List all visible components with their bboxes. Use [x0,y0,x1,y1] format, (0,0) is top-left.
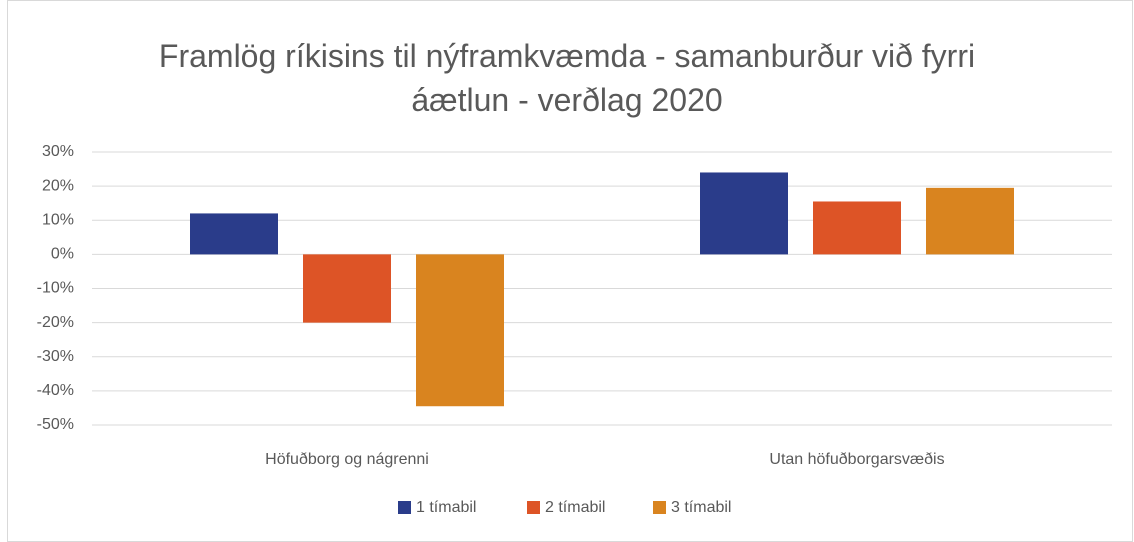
bar [813,201,901,255]
y-tick-label: -20% [37,314,74,331]
legend-swatch [527,501,540,514]
y-tick-label: 10% [42,211,74,228]
y-tick-label: -50% [37,416,74,433]
legend-swatch [653,501,666,514]
legend-label: 3 tímabil [671,499,731,516]
bar [416,254,504,407]
x-tick-label: Utan höfuðborgarsvæðis [769,451,944,468]
y-tick-label: -30% [37,348,74,365]
y-tick-label: 30% [42,143,74,160]
bar [926,187,1014,255]
y-tick-label: -40% [37,382,74,399]
bar [190,213,278,255]
x-tick-label: Höfuðborg og nágrenni [265,451,429,468]
legend-label: 2 tímabil [545,499,605,516]
bar [700,172,788,255]
y-tick-label: 20% [42,177,74,194]
chart-title: Framlög ríkisins til nýframkvæmda - sama… [158,38,976,118]
y-tick-label: 0% [51,246,74,263]
bar [303,254,391,323]
legend-swatch [398,501,411,514]
legend-label: 1 tímabil [416,499,476,516]
y-tick-label: -10% [37,280,74,297]
